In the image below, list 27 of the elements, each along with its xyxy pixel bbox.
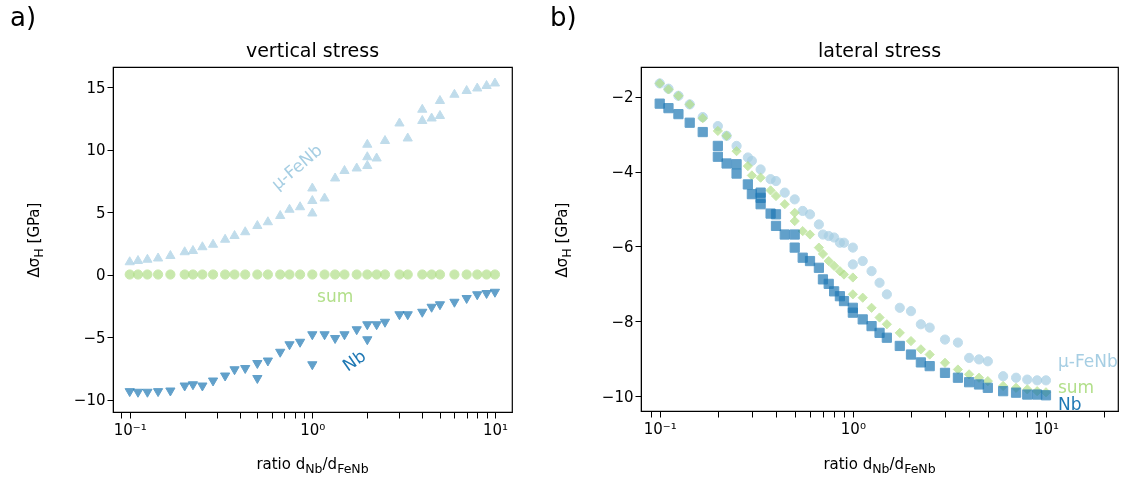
series-label: μ-FeNb [1057, 351, 1118, 372]
y-tick-label: −4 [611, 163, 634, 182]
x-tick-label: 10¹ [1033, 419, 1060, 438]
chart-title: lateral stress [817, 39, 942, 61]
chart-title: vertical stress [245, 39, 380, 61]
y-tick-label: −8 [611, 312, 634, 331]
x-tick-label: 10⁰ [300, 420, 326, 439]
y-tick-label: −10 [601, 387, 634, 406]
y-tick-label: −6 [611, 237, 634, 256]
x-axis-title: ratio d$_{Nb}$/d$_{FeNb}$ [823, 455, 936, 476]
text: b) [550, 2, 577, 32]
x-axis-title: ratio d$_{Nb}$/d$_{FeNb}$ [256, 455, 369, 476]
y-tick-label: 10 [86, 141, 106, 159]
x-tick-label: 10¹ [482, 420, 508, 439]
y-tick-label: −5 [83, 328, 106, 347]
y-tick-label: −2 [611, 88, 634, 107]
text: Nb [338, 345, 370, 376]
y-tick-label: −10 [73, 391, 106, 409]
y-tick-label: 0 [95, 266, 106, 284]
text: a) [10, 2, 37, 32]
x-tick-label: 10⁻¹ [113, 420, 147, 439]
x-tick-label: 10⁰ [840, 419, 866, 438]
series-label: Nb [1057, 394, 1082, 415]
x-tick-label: 10⁻¹ [643, 419, 677, 438]
y-tick-label: 5 [95, 203, 106, 222]
y-tick-label: 15 [86, 78, 106, 97]
series-label: sum [317, 285, 354, 306]
